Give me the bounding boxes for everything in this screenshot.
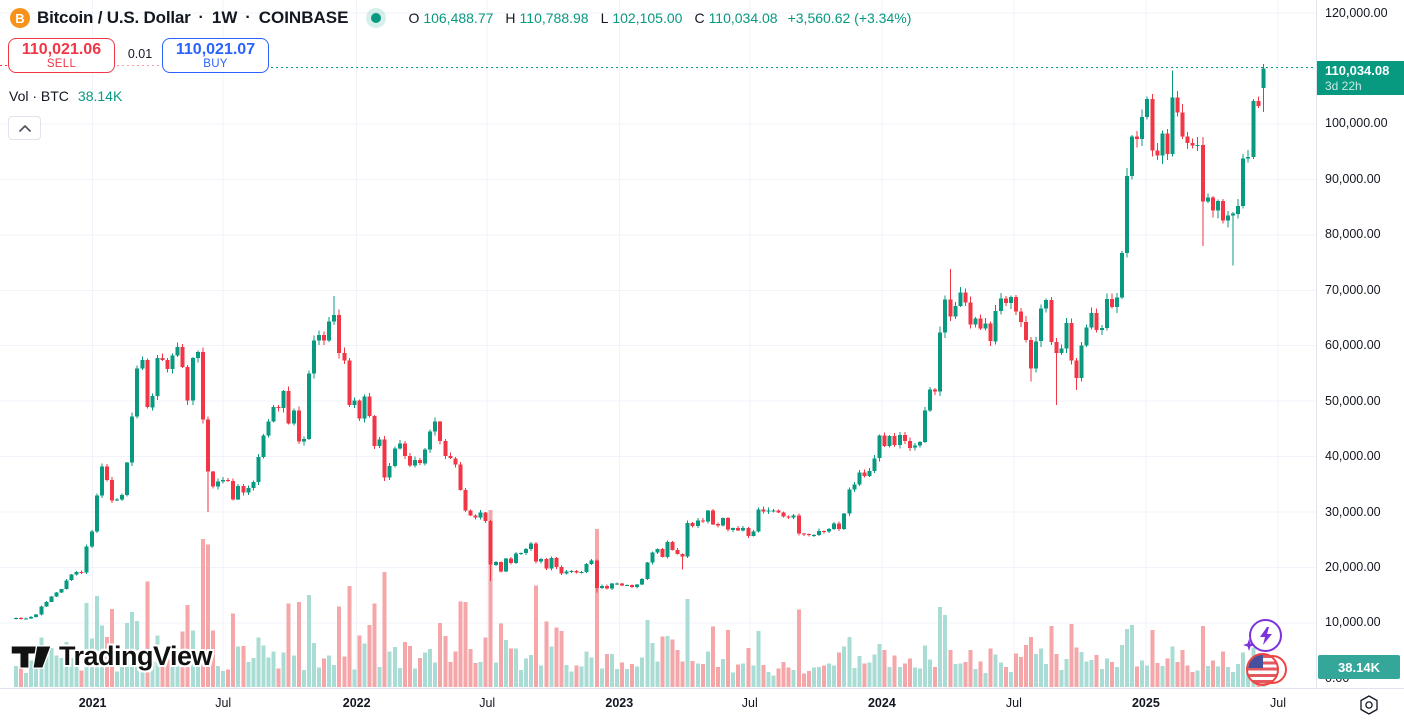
- price-tick-label: 80,000.00: [1325, 227, 1381, 242]
- time-tick-label: Jul: [215, 696, 232, 710]
- change-value: +3,560.62 (+3.34%): [787, 10, 912, 26]
- high-value: 110,788.98: [519, 10, 589, 26]
- interval-label[interactable]: 1W: [211, 8, 238, 27]
- price-axis[interactable]: 0.00 110,034.08 3d 22h 38.14K 120,000.00…: [1316, 0, 1404, 688]
- symbol-title[interactable]: Bitcoin / U.S. Dollar: [37, 8, 191, 27]
- time-tick-label: 2023: [605, 696, 634, 710]
- settings-icon[interactable]: [1357, 693, 1381, 717]
- price-tick-label: 90,000.00: [1325, 171, 1381, 186]
- low-label: L: [600, 10, 609, 26]
- economic-calendar-icon[interactable]: [1246, 653, 1290, 689]
- price-tick-label: 60,000.00: [1325, 338, 1381, 353]
- sparkle-icon: [1243, 639, 1255, 651]
- close-label: C: [694, 10, 705, 26]
- market-status-icon[interactable]: [371, 13, 382, 23]
- price-tick-label: 20,000.00: [1325, 560, 1381, 574]
- ohlc-readout: O 106,488.77 H 110,788.98 L 102,105.00 C 110…: [408, 10, 911, 26]
- time-tick-label: 2024: [867, 696, 896, 710]
- price-tick-label: 100,000.00: [1325, 116, 1388, 131]
- collapse-button[interactable]: [8, 116, 41, 140]
- price-tick-label: 40,000.00: [1325, 449, 1381, 464]
- volume-value: 38.14K: [77, 88, 123, 104]
- open-label: O: [408, 10, 420, 26]
- sell-label: SELL: [46, 58, 77, 70]
- last-price-value: 110,034.08: [1325, 63, 1390, 78]
- time-tick-label: Jul: [1270, 696, 1286, 710]
- tradingview-logo[interactable]: TradingView: [10, 641, 213, 672]
- last-price-badge: 110,034.08 3d 22h: [1317, 61, 1404, 95]
- buy-price: 110,021.07: [175, 41, 256, 58]
- buy-button[interactable]: 110,021.07 BUY: [162, 38, 269, 73]
- time-tick-label: 2025: [1131, 696, 1160, 710]
- symbol-header: B Bitcoin / U.S. Dollar · 1W · COINBASE …: [10, 6, 911, 30]
- volume-value-badge: 38.14K: [1318, 655, 1400, 679]
- last-price-line: [271, 67, 1316, 68]
- time-tick-label: Jul: [479, 696, 496, 710]
- grid-layer: [0, 0, 1316, 688]
- high-label: H: [505, 10, 516, 26]
- flag-canton: [1248, 655, 1263, 668]
- tradingview-logo-icon: [10, 644, 52, 669]
- time-axis[interactable]: 2021 Jul 2022 Jul 2023 Jul 2024 Jul 2025 Jul: [0, 688, 1404, 723]
- spread-value: 0.01: [117, 47, 163, 61]
- sell-price-line: [0, 65, 9, 66]
- time-tick-label: 2021: [78, 696, 107, 710]
- bar-countdown: 3d 22h: [1325, 79, 1362, 93]
- sell-button[interactable]: 110,021.06 SELL: [8, 38, 115, 73]
- lightning-icon[interactable]: [1243, 619, 1282, 657]
- title-separator: ·: [245, 9, 251, 26]
- us-flag-icon: [1246, 653, 1279, 686]
- title-separator: ·: [198, 9, 204, 26]
- time-tick-label: Jul: [741, 696, 758, 710]
- open-value: 106,488.77: [423, 10, 494, 26]
- bitcoin-icon: B: [10, 8, 30, 28]
- time-tick-label: 2022: [342, 696, 371, 710]
- candle-layer: [14, 64, 1266, 620]
- volume-legend[interactable]: Vol · BTC 38.14K: [9, 88, 122, 104]
- volume-label: Vol · BTC: [9, 88, 69, 104]
- price-tick-label: 70,000.00: [1325, 282, 1381, 297]
- lightning-circle: [1249, 619, 1282, 652]
- tradingview-logo-text: TradingView: [59, 641, 213, 671]
- price-tick-label: 50,000.00: [1325, 393, 1381, 408]
- chevron-up-icon: [18, 124, 31, 132]
- sell-price: 110,021.06: [21, 41, 102, 58]
- buy-label: BUY: [203, 58, 228, 70]
- spread-price-line: [117, 65, 161, 66]
- price-tick-label: 120,000.00: [1325, 5, 1388, 20]
- close-value: 110,034.08: [708, 10, 778, 26]
- price-tick-label: 30,000.00: [1325, 504, 1381, 519]
- price-tick-label: 10,000.00: [1325, 615, 1381, 630]
- time-tick-label: Jul: [1005, 696, 1022, 710]
- low-value: 102,105.00: [612, 10, 683, 26]
- exchange-label: COINBASE: [258, 8, 349, 27]
